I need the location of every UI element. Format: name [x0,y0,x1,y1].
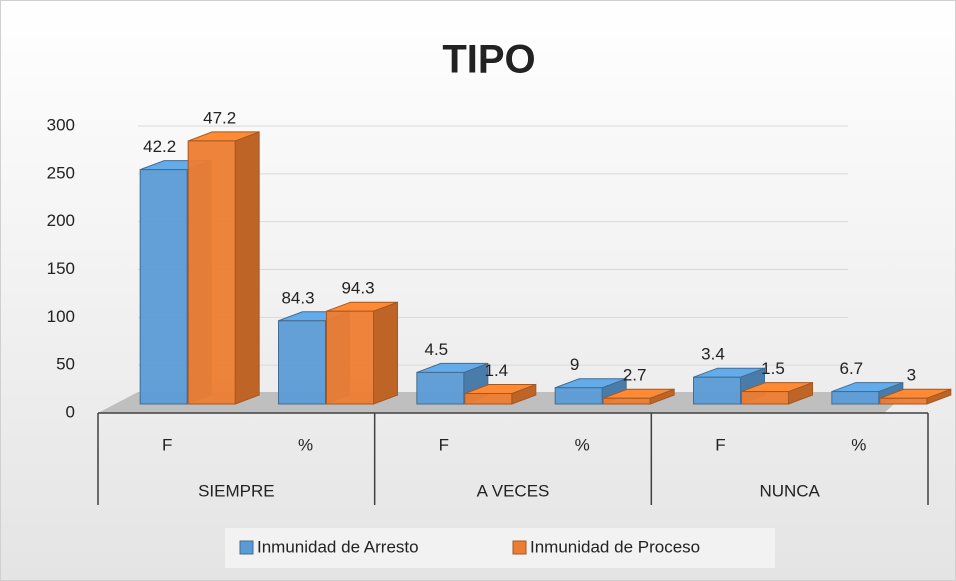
group-label: SIEMPRE [198,481,275,500]
data-label: 1.5 [761,359,785,378]
data-label: 47.2 [203,108,236,127]
bar [693,367,765,405]
x-tick-label: F [439,435,449,454]
bar [326,301,398,405]
y-tick-label: 0 [66,402,75,421]
bar-front [326,310,374,405]
data-label: 84.3 [281,288,314,307]
bar-front [602,397,651,405]
bar [602,388,675,405]
bar [741,381,813,405]
group-label: A VECES [477,481,550,500]
data-label: 1.4 [485,361,509,380]
data-label: 3.4 [701,345,725,364]
bar-front [831,391,880,405]
bar [187,131,260,405]
bar [464,383,537,405]
x-tick-label: % [851,435,866,454]
bar-side [234,131,260,405]
bar-front [278,320,326,405]
y-tick-label: 150 [47,259,75,278]
data-label: 4.5 [425,340,449,359]
data-label: 42.2 [143,137,176,156]
bar [416,362,489,405]
legend-label: Inmunidad de Arresto [257,537,419,556]
x-tick-label: % [298,435,313,454]
data-label: 2.7 [623,366,647,385]
bar [879,388,952,405]
bar-front [187,140,236,405]
y-tick-label: 200 [47,211,75,230]
legend-label: Inmunidad de Proceso [530,537,700,556]
group-label: NUNCA [759,481,820,500]
bar-front [741,391,789,405]
bar-front [693,376,741,405]
bar-front [879,397,928,405]
y-tick-label: 300 [47,115,75,134]
y-tick-label: 50 [56,355,75,374]
y-tick-label: 250 [47,163,75,182]
data-label: 9 [570,355,579,374]
legend-swatch [512,540,527,555]
bar-front [554,387,603,405]
bar-front [416,371,465,405]
legend-swatch [239,540,254,555]
x-tick-label: F [715,435,725,454]
data-label: 3 [907,366,916,385]
data-label: 94.3 [341,279,374,298]
y-tick-label: 100 [47,307,75,326]
x-tick-label: F [162,435,172,454]
bar-side [373,301,398,405]
x-tick-label: % [575,435,590,454]
legend-box [225,528,775,568]
chart-title: TIPO [442,38,535,82]
bar-front [139,169,188,405]
bar-front [464,392,513,405]
data-label: 6.7 [840,359,864,378]
